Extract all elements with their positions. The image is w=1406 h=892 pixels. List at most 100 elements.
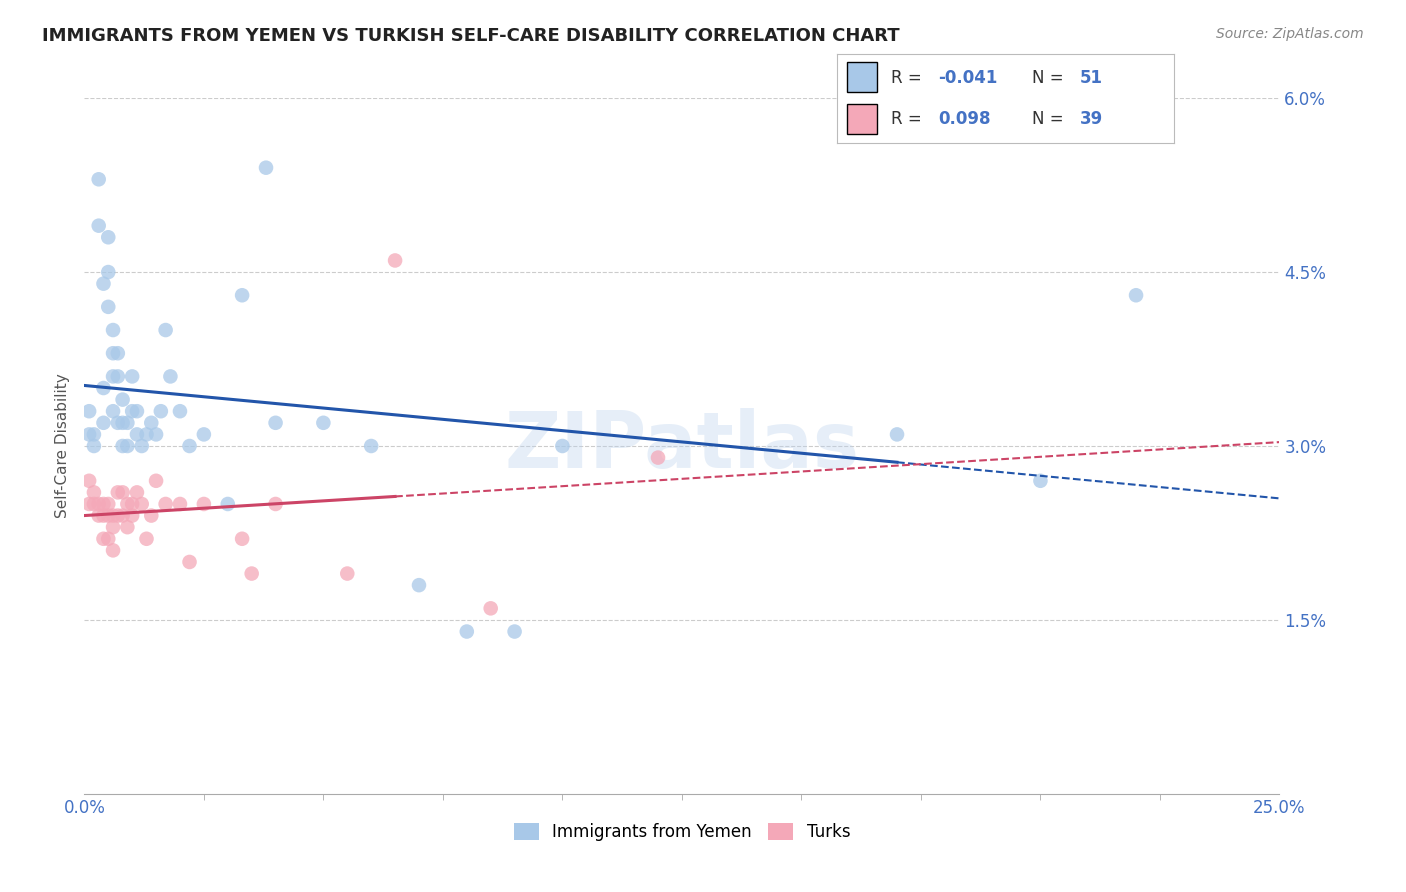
Point bbox=[647, 450, 669, 465]
Point bbox=[264, 416, 287, 430]
Point bbox=[97, 497, 120, 511]
Point bbox=[107, 346, 129, 360]
Point bbox=[111, 439, 134, 453]
Point bbox=[1029, 474, 1052, 488]
Point bbox=[97, 532, 120, 546]
Text: IMMIGRANTS FROM YEMEN VS TURKISH SELF-CARE DISABILITY CORRELATION CHART: IMMIGRANTS FROM YEMEN VS TURKISH SELF-CA… bbox=[42, 27, 900, 45]
Text: 39: 39 bbox=[1080, 110, 1102, 128]
Text: R =: R = bbox=[890, 110, 927, 128]
Point bbox=[125, 427, 148, 442]
Point bbox=[117, 416, 139, 430]
Point bbox=[111, 485, 134, 500]
Point bbox=[101, 404, 124, 418]
Point bbox=[101, 520, 124, 534]
Point bbox=[83, 497, 105, 511]
Point bbox=[87, 219, 110, 233]
Point bbox=[93, 532, 115, 546]
Point bbox=[93, 497, 115, 511]
Point bbox=[93, 508, 115, 523]
Text: ZIPatlas: ZIPatlas bbox=[505, 408, 859, 484]
Point bbox=[155, 323, 177, 337]
Point bbox=[141, 508, 163, 523]
Point bbox=[121, 369, 143, 384]
Point bbox=[240, 566, 263, 581]
Point bbox=[111, 392, 134, 407]
Point bbox=[97, 508, 120, 523]
Point bbox=[336, 566, 359, 581]
Point bbox=[145, 427, 167, 442]
Point bbox=[254, 161, 277, 175]
Point bbox=[121, 508, 143, 523]
Point bbox=[117, 439, 139, 453]
Point bbox=[135, 532, 157, 546]
Point bbox=[456, 624, 478, 639]
Point bbox=[107, 485, 129, 500]
Text: N =: N = bbox=[1032, 110, 1069, 128]
Point bbox=[408, 578, 430, 592]
Point bbox=[107, 416, 129, 430]
Point bbox=[231, 288, 253, 302]
Point bbox=[231, 532, 253, 546]
Point bbox=[107, 508, 129, 523]
Point bbox=[101, 543, 124, 558]
Point bbox=[117, 497, 139, 511]
Point bbox=[83, 427, 105, 442]
Point bbox=[217, 497, 239, 511]
Point bbox=[77, 404, 100, 418]
Point bbox=[97, 300, 120, 314]
Point bbox=[77, 497, 100, 511]
Point bbox=[101, 369, 124, 384]
Point bbox=[131, 439, 153, 453]
Point bbox=[131, 497, 153, 511]
Point bbox=[111, 508, 134, 523]
Point bbox=[121, 404, 143, 418]
Point bbox=[149, 404, 172, 418]
Point bbox=[97, 230, 120, 244]
Point bbox=[93, 277, 115, 291]
FancyBboxPatch shape bbox=[846, 104, 877, 134]
Point bbox=[312, 416, 335, 430]
Point bbox=[77, 427, 100, 442]
Point bbox=[77, 474, 100, 488]
Point bbox=[125, 485, 148, 500]
Point bbox=[111, 416, 134, 430]
Legend: Immigrants from Yemen, Turks: Immigrants from Yemen, Turks bbox=[508, 817, 856, 848]
Point bbox=[360, 439, 382, 453]
Point bbox=[83, 485, 105, 500]
Text: N =: N = bbox=[1032, 69, 1069, 87]
Point bbox=[141, 416, 163, 430]
Point bbox=[101, 508, 124, 523]
Point bbox=[145, 474, 167, 488]
Point bbox=[121, 497, 143, 511]
Point bbox=[87, 508, 110, 523]
Text: 0.098: 0.098 bbox=[938, 110, 990, 128]
Point bbox=[117, 520, 139, 534]
Point bbox=[83, 439, 105, 453]
Point bbox=[193, 497, 215, 511]
Point bbox=[125, 404, 148, 418]
Point bbox=[169, 404, 191, 418]
Point bbox=[93, 416, 115, 430]
Point bbox=[87, 172, 110, 186]
Point bbox=[135, 427, 157, 442]
Point bbox=[193, 427, 215, 442]
Point bbox=[264, 497, 287, 511]
Point bbox=[155, 497, 177, 511]
Point bbox=[179, 555, 201, 569]
Point bbox=[159, 369, 181, 384]
Point bbox=[551, 439, 574, 453]
Point bbox=[384, 253, 406, 268]
Text: 51: 51 bbox=[1080, 69, 1102, 87]
Y-axis label: Self-Care Disability: Self-Care Disability bbox=[55, 374, 70, 518]
Point bbox=[179, 439, 201, 453]
Point bbox=[479, 601, 502, 615]
Point bbox=[169, 497, 191, 511]
Point bbox=[93, 381, 115, 395]
Point bbox=[101, 346, 124, 360]
FancyBboxPatch shape bbox=[846, 62, 877, 92]
Text: -0.041: -0.041 bbox=[938, 69, 997, 87]
Point bbox=[886, 427, 908, 442]
Point bbox=[87, 497, 110, 511]
Text: Source: ZipAtlas.com: Source: ZipAtlas.com bbox=[1216, 27, 1364, 41]
Point bbox=[1125, 288, 1147, 302]
